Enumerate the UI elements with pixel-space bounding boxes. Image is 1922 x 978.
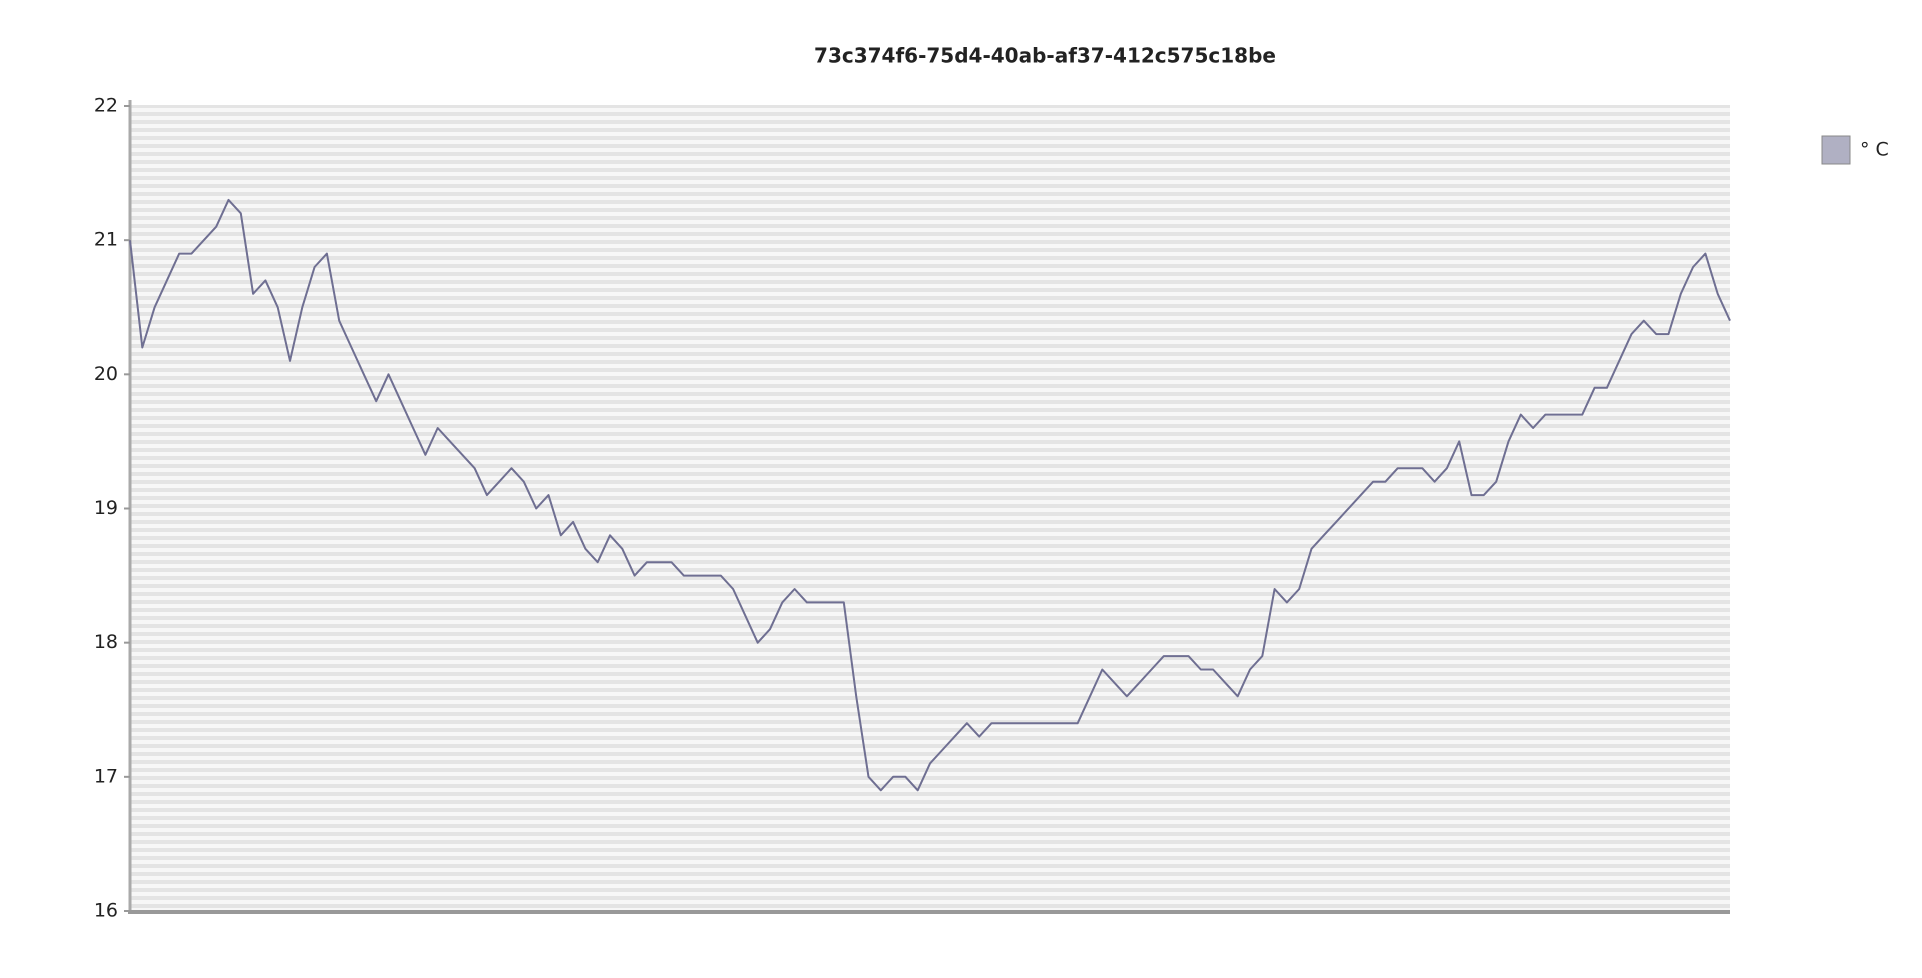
y-tick-label: 16: [94, 900, 118, 922]
legend-label: ° C: [1860, 139, 1889, 161]
y-tick-label: 21: [94, 229, 118, 251]
y-tick-label: 18: [94, 631, 118, 653]
y-tick-label: 17: [94, 765, 118, 787]
y-tick-label: 20: [94, 363, 118, 385]
line: [129, 198, 1731, 792]
y-tick-label: 19: [94, 497, 118, 519]
chart-title: 73c374f6-75d4-40ab-af37-412c575c18be: [814, 44, 1276, 68]
plot-background: [130, 105, 1730, 911]
y-tick-label: 22: [94, 95, 118, 117]
legend-swatch: [1821, 135, 1851, 165]
